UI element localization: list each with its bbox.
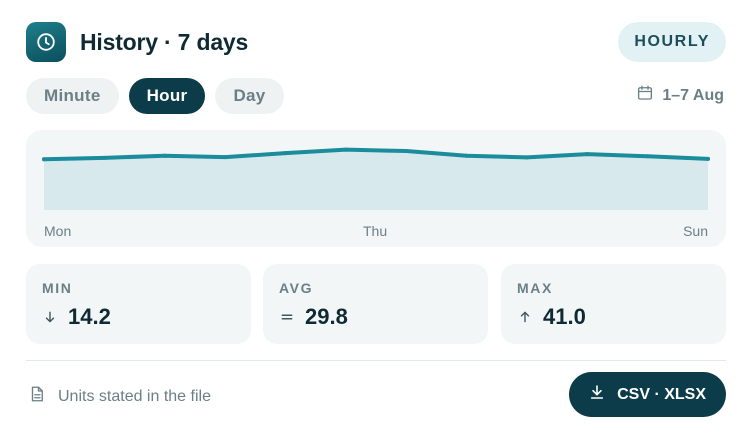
x-tick-label-sun: Sun	[683, 223, 708, 239]
chart-point	[706, 156, 710, 161]
mode-badge[interactable]: HOURLY	[618, 22, 726, 62]
header: History · 7 days HOURLY	[26, 22, 726, 62]
units-note-text: Units stated in the file	[58, 387, 211, 405]
equals-icon	[279, 309, 295, 325]
units-note: Units stated in the file	[28, 384, 211, 409]
stat-value-avg: 29.8	[305, 304, 348, 329]
chart-point	[42, 157, 46, 162]
stats-row: MIN 14.2 AVG 29.8 MAX	[26, 264, 726, 344]
file-icon	[28, 384, 46, 409]
chart-area-fill	[44, 149, 708, 210]
chart-point	[645, 154, 650, 159]
chart-series-line	[42, 147, 710, 162]
chart-point	[343, 147, 348, 152]
resolution-tabs: Minute Hour Day	[26, 78, 284, 114]
chart-plot	[42, 147, 710, 210]
stat-value-max: 41.0	[543, 304, 586, 329]
stat-card-avg: AVG 29.8	[263, 264, 488, 344]
history-chart: Mon Thu Sun	[26, 130, 726, 247]
stat-card-min: MIN 14.2	[26, 264, 251, 344]
chart-point	[524, 155, 529, 160]
download-icon	[589, 384, 605, 405]
clock-icon	[26, 22, 66, 62]
stat-label-min: MIN	[42, 280, 73, 296]
x-tick-label-mon: Mon	[44, 223, 72, 239]
date-range[interactable]: 1–7 Aug	[636, 84, 724, 107]
x-tick-label-thu: Thu	[363, 223, 388, 239]
chart-point	[464, 153, 469, 158]
page-title: History · 7 days	[80, 29, 249, 55]
stat-label-max: MAX	[517, 280, 553, 296]
chart-point	[585, 152, 590, 157]
stat-label-avg: AVG	[279, 280, 314, 296]
divider	[26, 360, 726, 361]
chart-point	[162, 153, 167, 158]
chart-point	[223, 155, 228, 160]
tab-hour[interactable]: Hour	[128, 78, 206, 114]
stat-value-min: 14.2	[68, 304, 111, 329]
chart-point	[102, 155, 107, 160]
export-button[interactable]: CSV · XLSX	[569, 372, 726, 417]
arrow-up-icon	[517, 309, 533, 325]
chart-point	[404, 149, 409, 154]
export-button-label: CSV · XLSX	[617, 385, 706, 403]
calendar-icon	[636, 84, 654, 107]
tab-minute[interactable]: Minute	[26, 78, 119, 114]
date-range-label: 1–7 Aug	[662, 86, 724, 104]
chart-point	[283, 151, 288, 156]
stat-card-max: MAX 41.0	[501, 264, 726, 344]
arrow-down-icon	[42, 309, 58, 325]
tab-day[interactable]: Day	[215, 78, 284, 114]
